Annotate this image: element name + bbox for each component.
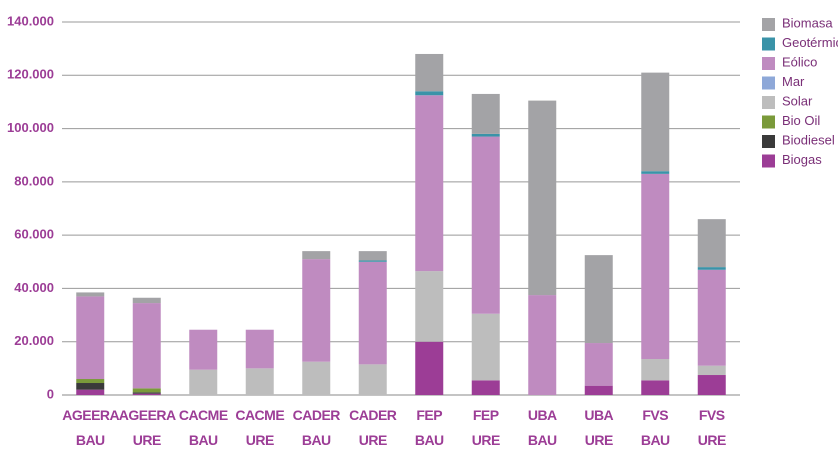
bar-segment xyxy=(528,100,557,296)
bar-segment xyxy=(76,292,105,297)
y-tick-label: 40.000 xyxy=(14,280,54,295)
bar-segment xyxy=(132,392,161,394)
x-tick-label: FVS BAU xyxy=(640,407,670,448)
bar-segment xyxy=(302,251,331,260)
bar-segment xyxy=(358,251,387,261)
legend-swatch xyxy=(762,37,775,51)
legend-label: Biogas xyxy=(782,152,822,167)
bar-segment xyxy=(697,375,726,395)
legend-swatch xyxy=(762,57,775,70)
legend-swatch xyxy=(762,135,775,148)
bar-segment xyxy=(415,341,444,395)
legend-label: Bio Oil xyxy=(782,113,820,128)
x-tick-label: CADER BAU xyxy=(292,407,341,448)
y-tick-label: 0 xyxy=(47,386,54,401)
bar-segment xyxy=(189,369,218,395)
y-tick-label: 20.000 xyxy=(14,333,54,348)
bar-segment xyxy=(584,343,613,386)
y-tick-label: 80.000 xyxy=(14,173,54,188)
bar-segment xyxy=(358,364,387,395)
bar-segment xyxy=(471,93,500,134)
bar-segment xyxy=(641,359,670,381)
bar-segment xyxy=(189,329,218,370)
bar-segment xyxy=(471,133,500,137)
legend-swatch xyxy=(762,96,775,109)
bar-segment xyxy=(697,269,726,366)
bar-segment xyxy=(471,380,500,395)
bar-segment xyxy=(641,380,670,395)
bar-segment xyxy=(528,295,557,395)
bar-segment xyxy=(302,259,331,362)
x-tick-label: CACME URE xyxy=(235,407,285,448)
bar-segment xyxy=(697,365,726,376)
bar-segment xyxy=(132,297,161,304)
x-tick-label: CACME BAU xyxy=(178,407,228,448)
bar-segment xyxy=(641,72,670,172)
x-tick-label: UBA URE xyxy=(584,407,614,448)
bar-segment xyxy=(76,383,105,390)
bar-segment xyxy=(245,329,274,369)
bar-segment xyxy=(415,53,444,92)
legend-label: Solar xyxy=(782,93,813,108)
x-tick-label: AGEERA BAU xyxy=(62,407,120,448)
bar-segment xyxy=(584,385,613,395)
legend-swatch xyxy=(762,154,775,168)
bar-segment xyxy=(415,271,444,342)
y-tick-label: 140.000 xyxy=(7,13,54,28)
bar-segment xyxy=(415,91,444,96)
bar-segment xyxy=(471,136,500,314)
bar-segment xyxy=(302,361,331,395)
bar-segment xyxy=(76,379,105,384)
legend-swatch xyxy=(762,18,775,31)
y-tick-label: 60.000 xyxy=(14,227,54,242)
x-tick-label: FEP URE xyxy=(471,407,501,448)
bar-segment xyxy=(415,95,444,272)
legend-label: Biodiesel xyxy=(782,132,835,147)
bar-segment xyxy=(358,260,387,262)
x-tick-label: UBA BAU xyxy=(527,407,557,448)
x-tick-label: FVS URE xyxy=(697,407,727,448)
bar-segment xyxy=(641,171,670,174)
legend-label: Geotérmico xyxy=(782,35,838,50)
bar-segment xyxy=(76,296,105,380)
bar-segment xyxy=(584,255,613,344)
y-tick-label: 100.000 xyxy=(7,120,54,135)
x-tick-label: CADER URE xyxy=(349,407,397,448)
bar-segment xyxy=(358,261,387,365)
bar-segment xyxy=(132,388,161,393)
bar-segment xyxy=(245,368,274,395)
bar-segment xyxy=(471,313,500,381)
bar-segment xyxy=(641,173,670,360)
y-tick-label: 120.000 xyxy=(7,67,54,82)
legend-swatch xyxy=(762,76,775,90)
legend-label: Biomasa xyxy=(782,15,833,30)
bar-segment xyxy=(132,393,161,395)
bar-segment xyxy=(132,303,161,389)
x-tick-label: FEP BAU xyxy=(414,407,444,448)
x-tick-label: AGEERA URE xyxy=(118,407,176,448)
legend-label: Mar xyxy=(782,74,805,89)
bar-segment xyxy=(697,219,726,268)
bar-segment xyxy=(76,389,105,395)
legend-label: Eólico xyxy=(782,54,817,69)
legend-swatch xyxy=(762,115,775,129)
bar-segment xyxy=(697,267,726,270)
